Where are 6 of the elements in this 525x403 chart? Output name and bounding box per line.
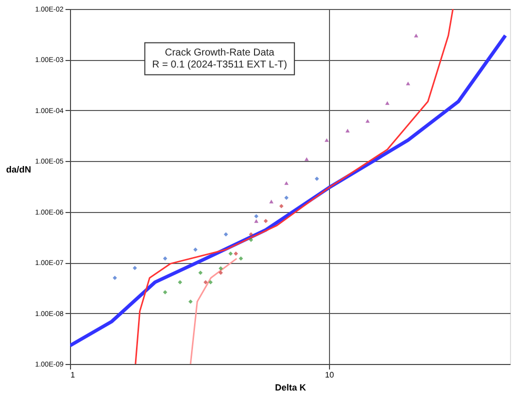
y-axis-title: da/dN bbox=[6, 164, 32, 174]
x-tick-label: 10 bbox=[325, 370, 334, 380]
annotation: R = 0.1 (2024-T3511 EXT L-T) bbox=[152, 60, 288, 71]
x-tick-label: 1 bbox=[70, 370, 76, 380]
annotation: Crack Growth-Rate Data bbox=[164, 48, 275, 59]
x-axis-title: Delta K bbox=[274, 382, 306, 392]
